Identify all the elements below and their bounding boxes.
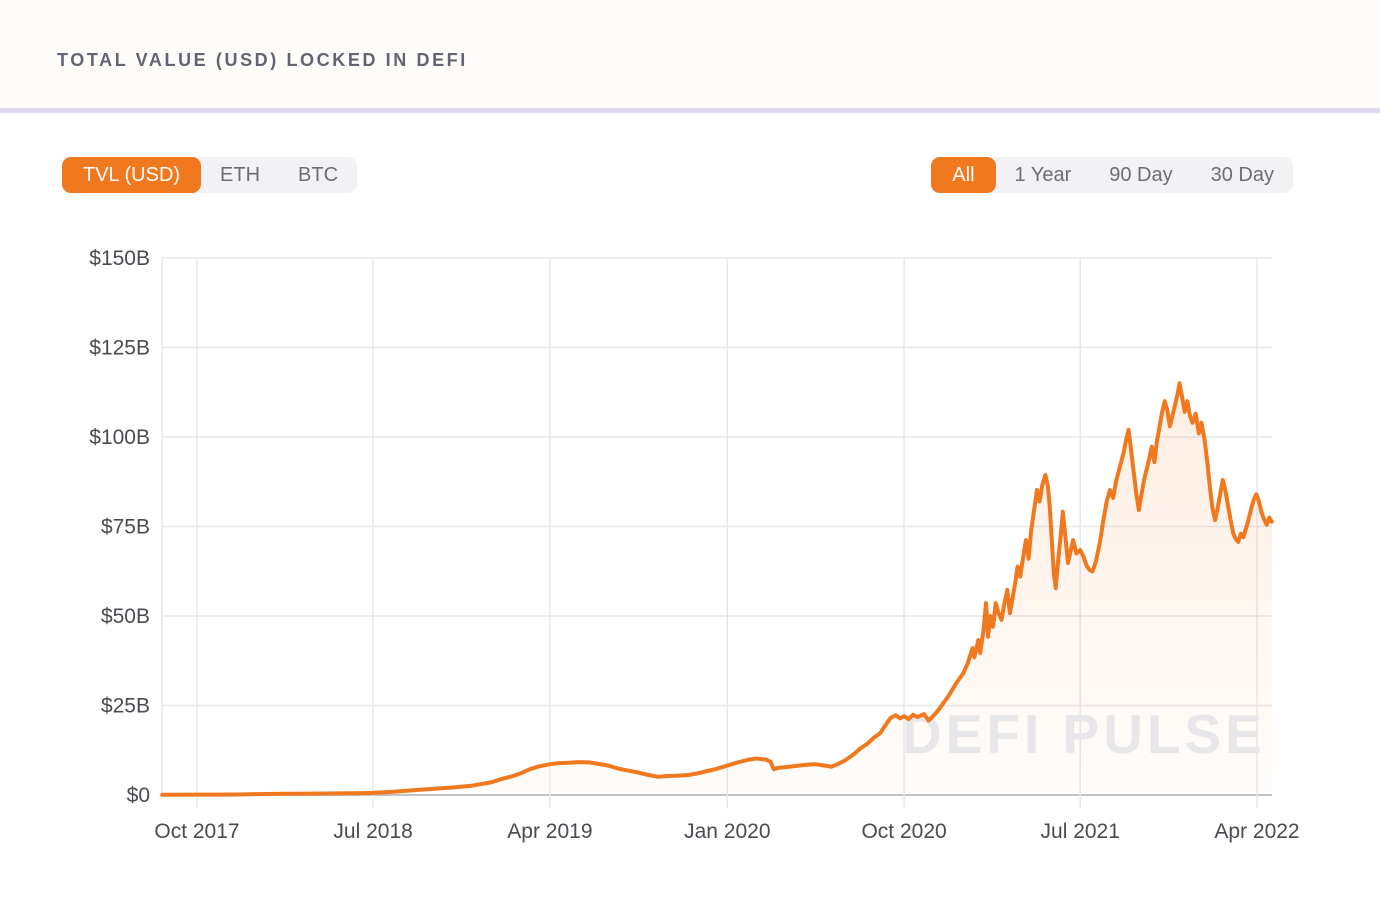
y-tick-label: $50B bbox=[101, 605, 150, 628]
y-tick-label: $75B bbox=[101, 516, 150, 539]
x-tick-label: Apr 2019 bbox=[507, 820, 592, 843]
y-tick-label: $125B bbox=[89, 337, 150, 360]
tvl-line-series[interactable] bbox=[160, 381, 1274, 797]
y-tick-label: $150B bbox=[89, 247, 150, 270]
x-tick-label: Jul 2018 bbox=[333, 820, 412, 843]
range-toggle-1-year[interactable]: 1 Year bbox=[996, 157, 1091, 193]
x-tick-label: Jan 2020 bbox=[684, 820, 770, 843]
series-toggle-btc[interactable]: BTC bbox=[279, 157, 357, 193]
tvl-area-fill bbox=[162, 383, 1272, 795]
range-toggle-30-day[interactable]: 30 Day bbox=[1192, 157, 1293, 193]
y-tick-label: $25B bbox=[101, 695, 150, 718]
header-bar: TOTAL VALUE (USD) LOCKED IN DEFI bbox=[0, 0, 1380, 108]
series-toggle-group: TVL (USD) ETH BTC bbox=[62, 157, 358, 193]
x-tick-label: Oct 2017 bbox=[154, 820, 239, 843]
y-tick-label: $100B bbox=[89, 426, 150, 449]
range-toggle-90-day[interactable]: 90 Day bbox=[1090, 157, 1191, 193]
range-toggle-group: All 1 Year 90 Day 30 Day bbox=[931, 157, 1293, 193]
series-toggle-eth[interactable]: ETH bbox=[201, 157, 279, 193]
defi-pulse-watermark: DEFI PULSE bbox=[902, 703, 1266, 765]
x-tick-label: Oct 2020 bbox=[861, 820, 946, 843]
header-divider bbox=[0, 108, 1380, 113]
y-tick-label: $0 bbox=[127, 784, 150, 807]
page-title: TOTAL VALUE (USD) LOCKED IN DEFI bbox=[57, 50, 468, 70]
x-tick-label: Jul 2021 bbox=[1041, 820, 1120, 843]
series-toggle-tvl-usd[interactable]: TVL (USD) bbox=[62, 157, 202, 193]
range-toggle-all[interactable]: All bbox=[931, 157, 996, 193]
x-tick-label: Apr 2022 bbox=[1214, 820, 1299, 843]
